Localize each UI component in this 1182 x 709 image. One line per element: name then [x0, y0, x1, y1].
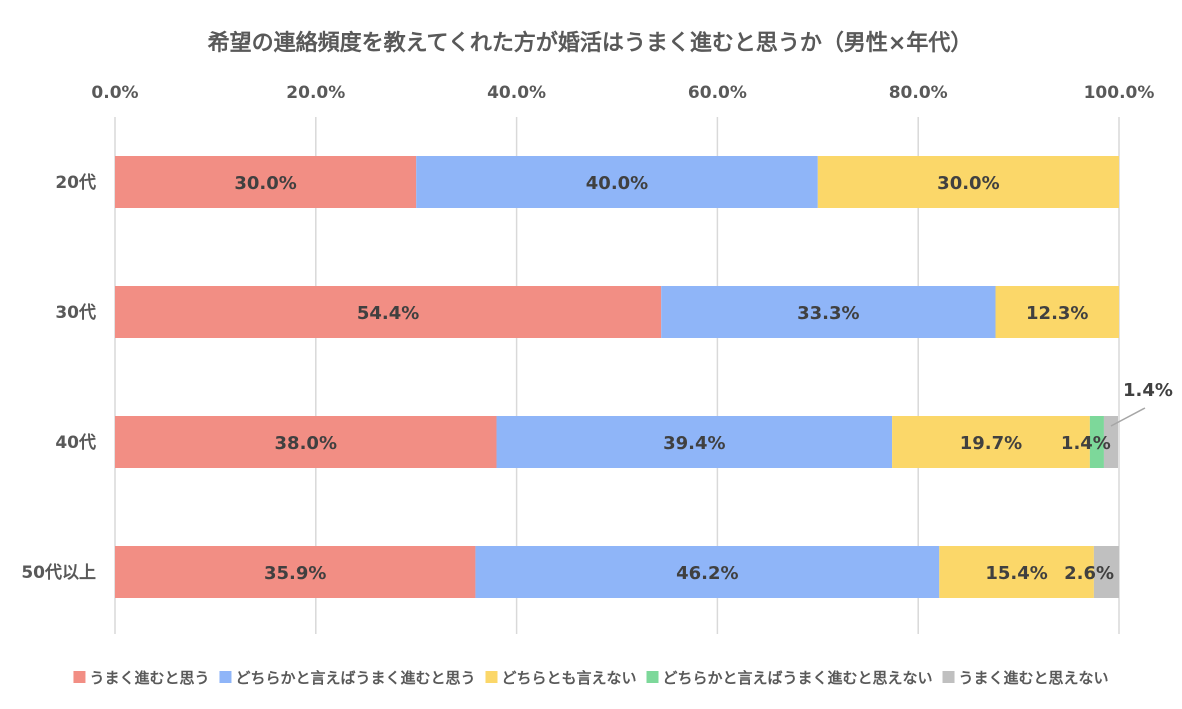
bar-segment: [475, 546, 940, 598]
data-label: 39.4%: [663, 433, 725, 454]
x-tick-label: 60.0%: [688, 83, 747, 103]
x-tick-label: 0.0%: [91, 83, 138, 103]
bar-segment: [115, 416, 497, 468]
leader-line: [1110, 407, 1146, 427]
data-label: 15.4%: [985, 563, 1047, 584]
bar-segment: [496, 416, 893, 468]
chart-title: 希望の連絡頻度を教えてくれた方が婚活はうまく進むと思うか（男性×年代）: [208, 30, 973, 56]
bar-segment: [115, 156, 417, 208]
data-label: 30.0%: [937, 173, 999, 194]
legend-label: どちらかと言えばうまく進むと思えない: [663, 669, 933, 687]
x-tick-label: 100.0%: [1084, 83, 1155, 103]
legend-swatch: [219, 671, 232, 683]
bar-segment: [995, 286, 1119, 338]
category-label: 20代: [55, 172, 96, 193]
bar-segment: [817, 156, 1119, 208]
category-label: 50代以上: [21, 562, 96, 583]
bar-segment: [939, 546, 1094, 598]
data-label: 12.3%: [1026, 303, 1088, 324]
data-label: 40.0%: [586, 173, 648, 194]
legend-swatch: [942, 671, 955, 683]
legend-label: どちらとも言えない: [501, 669, 636, 687]
legend-swatch: [73, 671, 86, 683]
bar-segment: [1089, 416, 1104, 468]
legend-label: どちらかと言えばうまく進むと思う: [235, 669, 475, 687]
bar-segment: [416, 156, 818, 208]
category-label: 30代: [55, 302, 96, 323]
legend-swatch: [485, 671, 498, 683]
category-label: 40代: [55, 432, 96, 453]
x-tick-label: 40.0%: [487, 83, 546, 103]
data-label: 1.4%: [1123, 380, 1173, 401]
data-label: 1.4%: [1061, 433, 1111, 454]
x-tick-label: 20.0%: [286, 83, 345, 103]
data-label: 30.0%: [234, 173, 296, 194]
data-label: 19.7%: [960, 433, 1022, 454]
bar-segment: [661, 286, 996, 338]
data-label: 2.6%: [1064, 563, 1114, 584]
legend-label: うまく進むと思う: [89, 669, 209, 687]
bar-segment: [1103, 416, 1118, 468]
bar-segment: [115, 546, 476, 598]
legend-swatch: [646, 671, 659, 683]
data-label: 38.0%: [275, 433, 337, 454]
data-label: 33.3%: [797, 303, 859, 324]
x-tick-label: 80.0%: [889, 83, 948, 103]
bar-segment: [1093, 546, 1119, 598]
bar-segment: [892, 416, 1090, 468]
data-label: 54.4%: [357, 303, 419, 324]
bar-segment: [115, 286, 662, 338]
data-label: 35.9%: [264, 563, 326, 584]
data-label: 46.2%: [676, 563, 738, 584]
legend-label: うまく進むと思えない: [959, 669, 1109, 687]
